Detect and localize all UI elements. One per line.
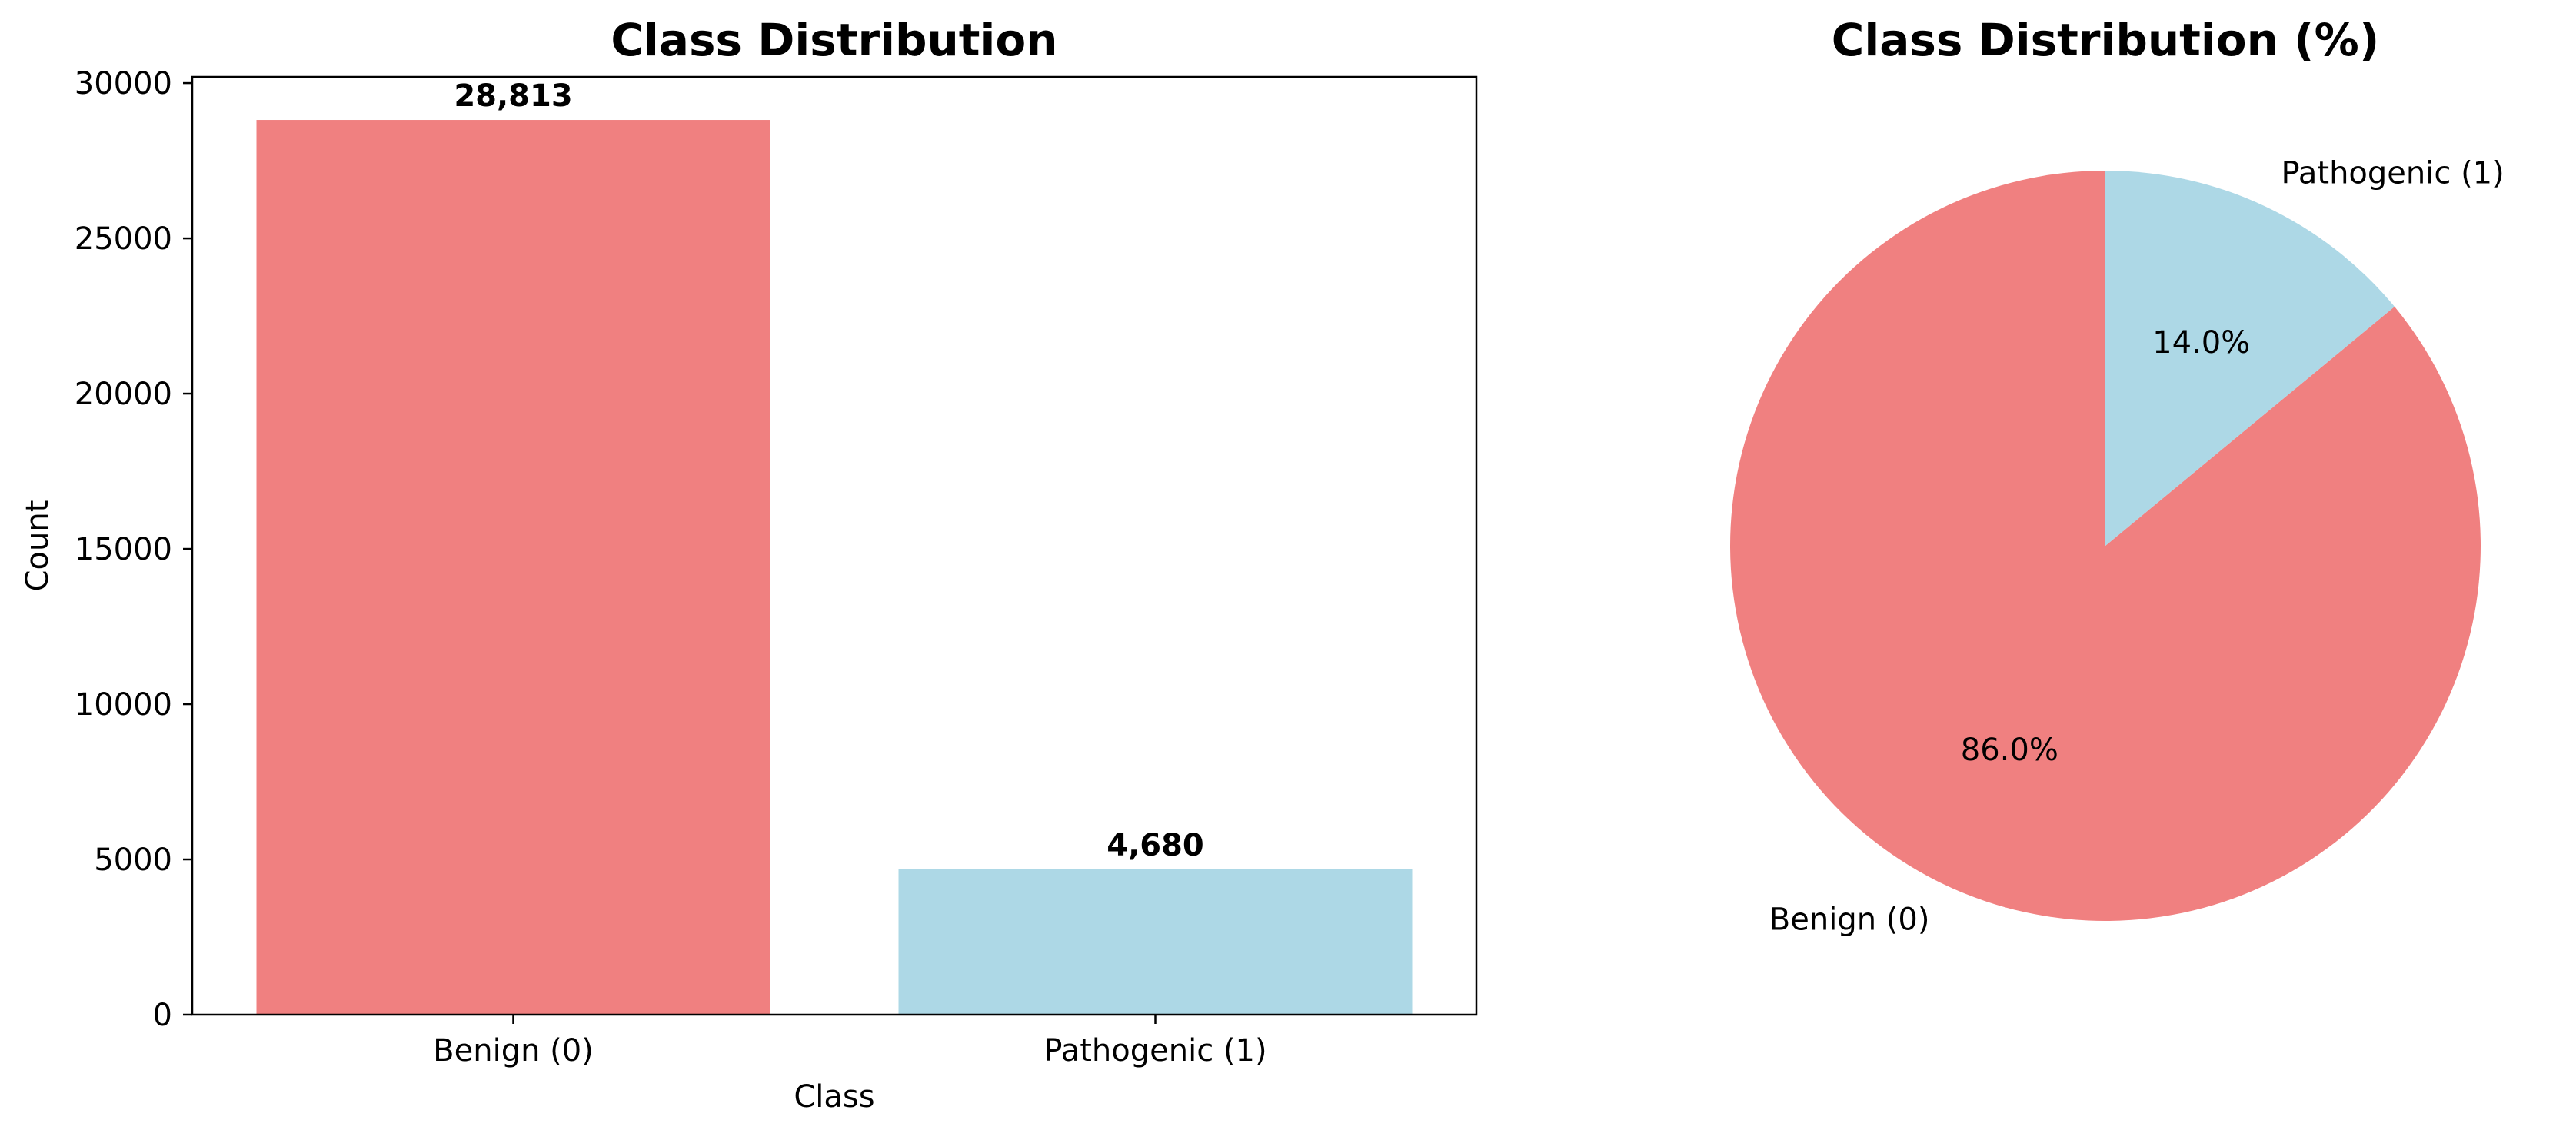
y-tick-label-30000: 30000 [75, 66, 172, 101]
bar-value-labels: 28,813 4,680 [454, 78, 1203, 863]
y-tick-label-5000: 5000 [94, 843, 172, 878]
y-axis: 0 5000 10000 15000 20000 25000 30000 [75, 66, 192, 1033]
bar-pathogenic-1 [898, 869, 1413, 1015]
bar-chart: Class Distribution 28,813 4,680 0 5000 1000… [20, 14, 1478, 1115]
x-axis: Benign (0) Pathogenic (1) [433, 1015, 1267, 1069]
x-tick-label-benign-0: Benign (0) [433, 1033, 594, 1069]
y-tick-label-0: 0 [153, 998, 172, 1033]
y-tick-label-20000: 20000 [75, 377, 172, 412]
y-tick-label-15000: 15000 [75, 532, 172, 567]
bar-value-label-benign-0: 28,813 [454, 78, 572, 114]
pie-label-pathogenic-1: Pathogenic (1) [2281, 155, 2504, 191]
bar-benign-0 [256, 120, 770, 1015]
pie-chart-title: Class Distribution (%) [1832, 14, 2379, 66]
y-axis-label: Count [20, 500, 55, 592]
y-tick-label-25000: 25000 [75, 221, 172, 257]
bar-plot-frame [191, 75, 1478, 1016]
pie-label-benign-0: Benign (0) [1769, 902, 1930, 938]
y-tick-label-10000: 10000 [75, 687, 172, 723]
pie-slices [1730, 171, 2481, 921]
x-tick-label-pathogenic-1: Pathogenic (1) [1043, 1033, 1266, 1069]
pie-labels: Benign (0) 86.0% Pathogenic (1) 14.0% [1769, 155, 2504, 937]
pie-percent-benign-0: 86.0% [1961, 733, 2058, 768]
pie-percent-pathogenic-1: 14.0% [2152, 325, 2250, 361]
bar-group [256, 120, 1413, 1015]
pie-chart: Class Distribution (%) Benign (0) 86.0% Pa… [1730, 14, 2504, 938]
bar-value-label-pathogenic-1: 4,680 [1107, 828, 1204, 863]
x-axis-label: Class [794, 1079, 874, 1115]
bar-chart-title: Class Distribution [611, 14, 1057, 66]
pie-slice-pathogenic-1 [2105, 171, 2395, 546]
